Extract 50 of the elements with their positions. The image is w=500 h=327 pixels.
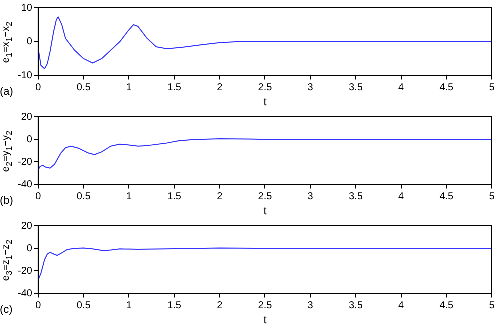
- x-tick-label: 4: [398, 300, 405, 312]
- x-tick-label: 2.5: [258, 300, 273, 312]
- y-tick-label: 0: [26, 36, 33, 48]
- y-tick-label: 10: [21, 2, 33, 14]
- x-tick-label: 3: [308, 82, 314, 94]
- y-tick-label: 20: [21, 220, 33, 232]
- x-tick-label: 5: [489, 192, 496, 203]
- x-tick-label: 1.5: [168, 192, 182, 203]
- x-tick-label: 3.5: [348, 192, 364, 203]
- x-tick-label: 1: [126, 192, 132, 203]
- x-tick-label: 2: [217, 192, 224, 203]
- text: (b): [0, 195, 14, 207]
- y-tick-label: -20: [18, 266, 33, 277]
- y-tick-label: -10: [18, 70, 33, 82]
- y-tick-label: -40: [18, 180, 33, 191]
- x-tick-label: 0: [36, 300, 42, 312]
- x-tick-label: 4.5: [440, 192, 454, 203]
- x-tick-label: 4.5: [440, 300, 454, 312]
- x-tick-label: 0: [36, 192, 42, 203]
- x-tick-label: 1: [126, 82, 132, 94]
- text: (c): [0, 304, 13, 316]
- x-tick-label: 2.5: [258, 192, 273, 203]
- x-tick-label: 4: [398, 192, 405, 203]
- y-tick-label: 0: [26, 134, 33, 146]
- x-tick-label: 3.5: [348, 300, 364, 312]
- x-tick-label: 3.5: [348, 82, 364, 94]
- x-axis-title: t: [264, 205, 267, 218]
- text: (a): [0, 86, 14, 98]
- x-tick-label: 1.5: [168, 82, 182, 94]
- x-tick-label: 0.5: [76, 82, 92, 94]
- x-axis-title: t: [264, 314, 267, 326]
- x-tick-label: 1.5: [168, 300, 182, 312]
- y-tick-label: 0: [26, 243, 33, 254]
- x-tick-label: 0.5: [76, 300, 92, 312]
- x-tick-label: 4: [398, 82, 405, 94]
- y-tick-label: -20: [18, 156, 33, 168]
- x-tick-label: 0: [36, 82, 42, 94]
- y-tick-label: 20: [21, 112, 33, 123]
- x-tick-label: 3: [308, 192, 314, 203]
- x-tick-label: 2: [217, 300, 224, 312]
- x-tick-label: 5: [489, 82, 496, 94]
- y-tick-label: -40: [18, 288, 33, 300]
- x-tick-label: 0.5: [76, 192, 92, 203]
- x-axis-title: t: [264, 96, 267, 108]
- x-tick-label: 2.5: [258, 82, 273, 94]
- x-tick-label: 1: [126, 300, 132, 312]
- x-tick-label: 2: [217, 82, 224, 94]
- x-tick-label: 5: [489, 300, 496, 312]
- x-tick-label: 4.5: [440, 82, 454, 94]
- x-tick-label: 3: [308, 300, 314, 312]
